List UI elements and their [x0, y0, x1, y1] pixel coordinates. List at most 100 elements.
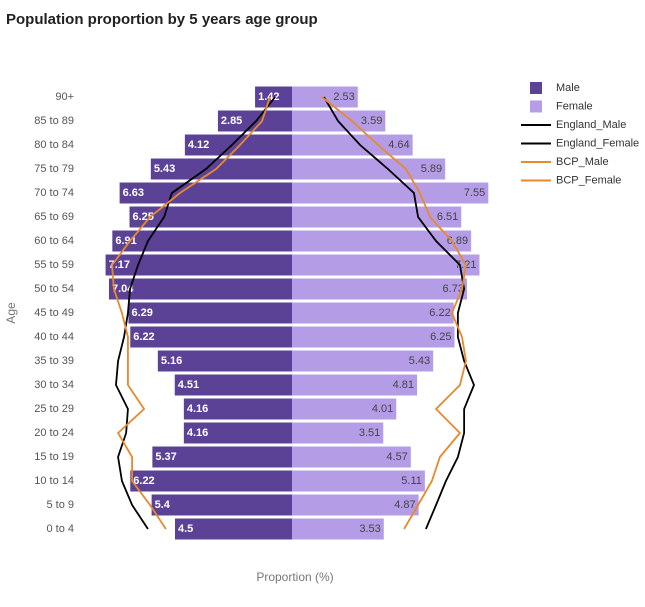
legend-label: England_Female — [556, 137, 639, 149]
bar — [292, 230, 472, 252]
bar — [292, 374, 418, 396]
bar — [292, 254, 480, 276]
data-label: 2.85 — [221, 115, 242, 127]
data-label: 5.4 — [155, 499, 171, 511]
y-tick-label: 0 to 4 — [46, 523, 74, 535]
data-label: 5.89 — [421, 163, 442, 175]
data-label: 4.81 — [393, 379, 414, 391]
legend-label: BCP_Female — [556, 174, 621, 186]
bar — [292, 518, 384, 540]
bar — [292, 134, 413, 156]
y-tick-label: 15 to 19 — [34, 451, 74, 463]
y-tick-label: 5 to 9 — [46, 499, 74, 511]
y-tick-label: 40 to 44 — [34, 331, 74, 343]
bar — [292, 278, 467, 300]
legend-label: Male — [556, 82, 580, 94]
y-tick-label: 10 to 14 — [34, 475, 74, 487]
data-label: 6.51 — [437, 211, 458, 223]
bar — [175, 518, 292, 540]
bar — [183, 398, 292, 420]
data-label: 3.53 — [359, 523, 380, 535]
bar — [150, 158, 292, 180]
chart-title: Population proportion by 5 years age gro… — [6, 11, 318, 28]
data-label: 6.22 — [133, 331, 154, 343]
bar — [292, 158, 446, 180]
bar — [292, 182, 489, 204]
data-label: 5.43 — [409, 355, 430, 367]
data-label: 7.04 — [112, 283, 134, 295]
data-label: 4.51 — [178, 379, 199, 391]
y-tick-label: 20 to 24 — [34, 427, 74, 439]
bar — [292, 422, 384, 444]
bar — [130, 470, 292, 492]
data-label: 6.29 — [131, 307, 152, 319]
y-tick-label: 30 to 34 — [34, 379, 74, 391]
bar — [174, 374, 292, 396]
data-label: 2.53 — [333, 91, 354, 103]
data-label: 5.11 — [401, 475, 422, 487]
data-label: 6.89 — [447, 235, 468, 247]
y-tick-label: 35 to 39 — [34, 355, 74, 367]
y-tick-label: 65 to 69 — [34, 211, 74, 223]
bar — [292, 494, 419, 516]
line — [321, 96, 467, 530]
data-label: 6.25 — [430, 331, 451, 343]
y-tick-label: 55 to 59 — [34, 259, 74, 271]
y-tick-label: 70 to 74 — [34, 187, 74, 199]
bar — [292, 206, 462, 228]
y-tick-label: 50 to 54 — [34, 283, 74, 295]
y-tick-label: 80 to 84 — [34, 139, 74, 151]
data-label: 4.57 — [386, 451, 407, 463]
bar — [105, 254, 292, 276]
data-label: 3.51 — [359, 427, 380, 439]
bar — [157, 350, 292, 372]
data-label: 4.64 — [388, 139, 409, 151]
y-tick-label: 60 to 64 — [34, 235, 74, 247]
bar — [129, 206, 292, 228]
line — [111, 96, 271, 530]
data-label: 6.73 — [443, 283, 464, 295]
bar — [108, 278, 293, 300]
x-axis-title: Proportion (%) — [256, 570, 333, 584]
bar — [292, 350, 434, 372]
legend-label: England_Male — [556, 119, 626, 131]
data-label: 6.22 — [429, 307, 450, 319]
y-tick-label: 90+ — [55, 91, 74, 103]
bar — [128, 302, 292, 324]
legend-swatch — [530, 82, 542, 94]
bar — [292, 470, 425, 492]
bar — [151, 494, 292, 516]
bar — [183, 422, 292, 444]
data-label: 6.22 — [133, 475, 154, 487]
y-tick-label: 25 to 29 — [34, 403, 74, 415]
legend-swatch — [530, 100, 542, 113]
line — [115, 96, 276, 530]
data-label: 6.91 — [115, 235, 136, 247]
data-label: 4.12 — [188, 139, 209, 151]
data-label: 4.5 — [178, 523, 193, 535]
bar — [112, 230, 292, 252]
bar — [184, 134, 292, 156]
bar — [292, 326, 455, 348]
y-tick-label: 75 to 79 — [34, 163, 74, 175]
data-label: 4.01 — [372, 403, 393, 415]
bar — [255, 86, 292, 108]
data-label: 4.16 — [187, 403, 208, 415]
line — [323, 96, 475, 530]
data-label: 4.87 — [394, 499, 415, 511]
data-label: 4.16 — [187, 427, 208, 439]
legend-label: Female — [556, 100, 593, 112]
data-label: 5.43 — [154, 163, 175, 175]
bar — [130, 326, 292, 348]
data-label: 5.16 — [161, 355, 182, 367]
bar — [292, 398, 397, 420]
y-tick-label: 85 to 89 — [34, 115, 74, 127]
data-label: 6.63 — [123, 187, 144, 199]
data-label: 7.55 — [464, 187, 485, 199]
data-label: 3.59 — [361, 115, 382, 127]
data-label: 5.37 — [155, 451, 176, 463]
bar — [119, 182, 293, 204]
bar — [292, 446, 411, 468]
bar — [292, 302, 454, 324]
